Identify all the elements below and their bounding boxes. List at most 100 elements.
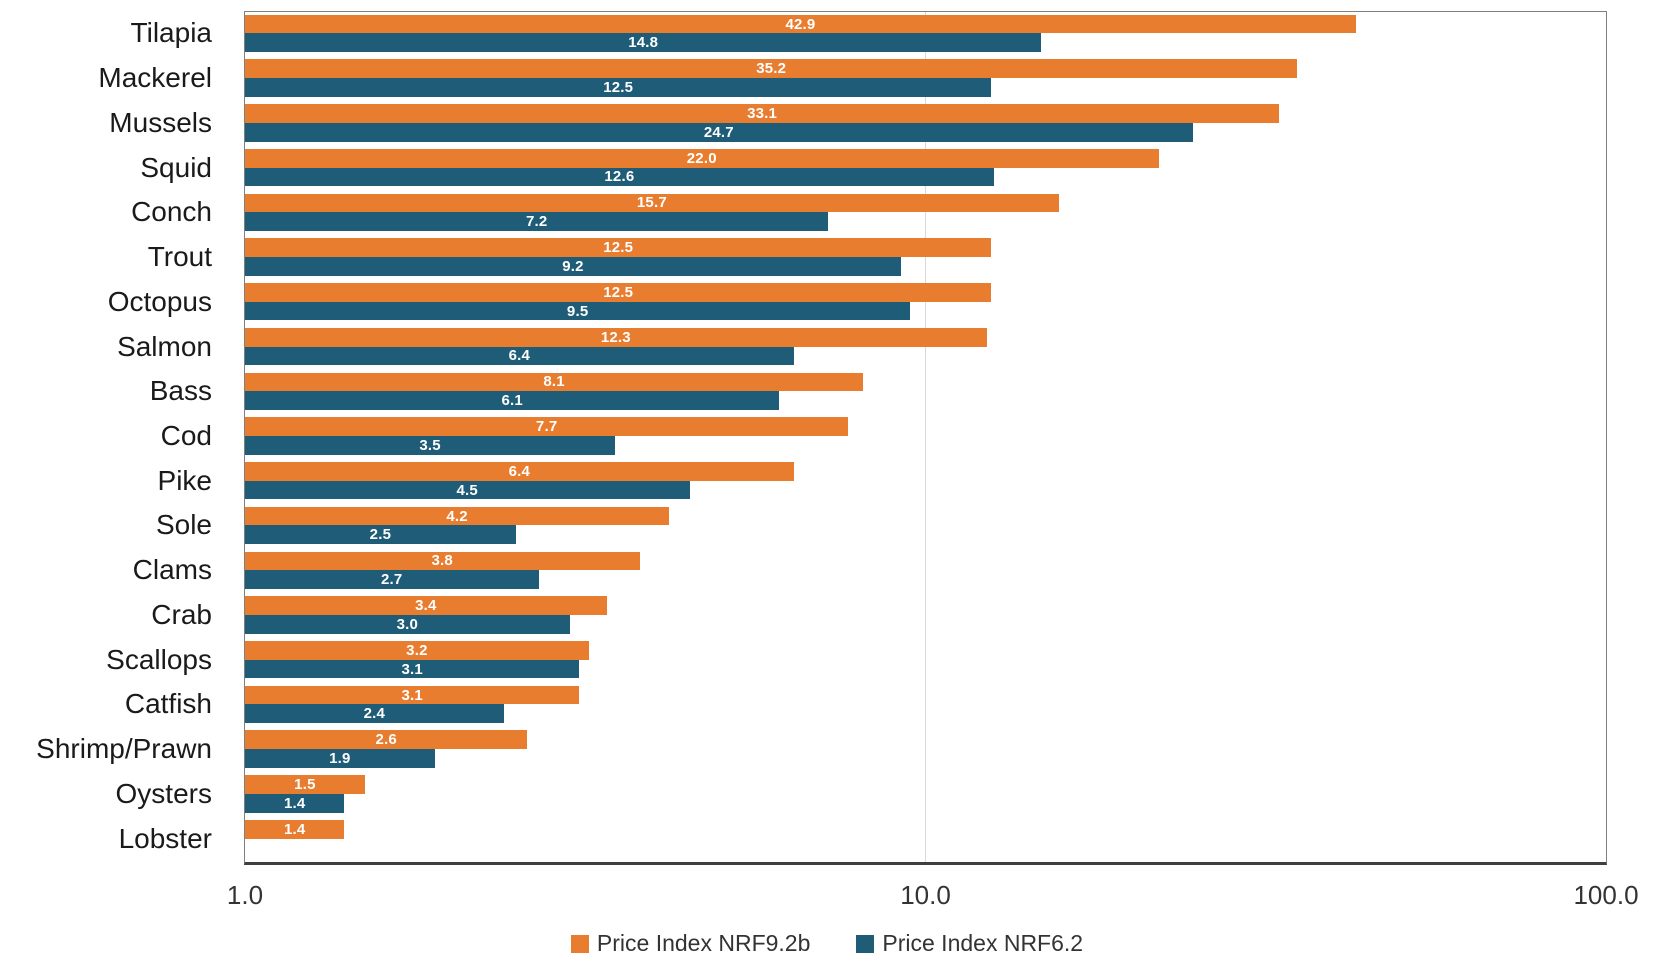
bar-nrf92b-cod: 7.7 bbox=[245, 417, 849, 436]
bar-nrf92b-trout: 12.5 bbox=[245, 238, 992, 258]
data-label: 3.5 bbox=[419, 436, 441, 454]
bar-nrf62-squid: 12.6 bbox=[245, 167, 994, 187]
bar-nrf92b-clams: 3.8 bbox=[245, 551, 640, 571]
bar-nrf62-salmon: 6.4 bbox=[245, 346, 794, 366]
data-label: 35.2 bbox=[756, 60, 787, 78]
data-label: 4.2 bbox=[446, 507, 468, 525]
category-label-octopus: Octopus bbox=[107, 285, 212, 317]
data-label: 2.7 bbox=[381, 571, 403, 589]
data-label: 2.5 bbox=[369, 526, 392, 544]
legend-item-nrf92b: Price Index NRF9.2b bbox=[570, 930, 811, 956]
data-label: 12.5 bbox=[603, 78, 634, 96]
bar-nrf62-conch: 7.2 bbox=[245, 212, 829, 231]
bar-nrf62-cod: 3.5 bbox=[245, 436, 616, 455]
category-label-mackerel: Mackerel bbox=[98, 62, 212, 94]
category-label-trout: Trout bbox=[147, 241, 212, 273]
x-tick-100: 100.0 bbox=[1573, 880, 1639, 910]
bar-nrf62-catfish: 2.4 bbox=[245, 704, 504, 724]
data-label: 12.6 bbox=[604, 168, 635, 186]
bar-nrf62-clams: 2.7 bbox=[245, 570, 539, 589]
data-label: 9.2 bbox=[562, 257, 584, 275]
data-label: 6.4 bbox=[508, 347, 531, 365]
bar-nrf92b-oysters: 1.5 bbox=[245, 775, 365, 794]
data-label: 7.7 bbox=[535, 418, 558, 436]
legend-item-nrf62: Price Index NRF6.2 bbox=[856, 932, 1083, 955]
legend: Price Index NRF9.2b Price Index NRF6.2 bbox=[0, 932, 1654, 955]
data-label: 42.9 bbox=[785, 15, 816, 33]
bar-nrf62-pike: 4.5 bbox=[245, 480, 690, 500]
data-label: 14.8 bbox=[628, 34, 659, 52]
data-label: 24.7 bbox=[703, 123, 734, 141]
bar-nrf62-mussels: 24.7 bbox=[245, 122, 1193, 142]
data-label: 1.4 bbox=[283, 794, 306, 812]
data-label: 15.7 bbox=[636, 194, 667, 212]
legend-label-nrf92b: Price Index NRF9.2b bbox=[596, 930, 811, 956]
bar-nrf92b-tilapia: 42.9 bbox=[245, 14, 1356, 34]
data-label: 9.5 bbox=[566, 302, 589, 320]
x-tick-1: 1.0 bbox=[226, 880, 264, 910]
category-label-clams: Clams bbox=[132, 554, 212, 586]
data-label: 1.4 bbox=[283, 820, 306, 838]
bar-nrf92b-shrimp-prawn: 2.6 bbox=[245, 730, 528, 750]
data-label: 6.4 bbox=[508, 462, 531, 480]
category-label-crab: Crab bbox=[151, 598, 212, 630]
category-label-bass: Bass bbox=[149, 375, 212, 407]
data-label: 2.4 bbox=[363, 705, 386, 723]
legend-swatch-teal bbox=[856, 934, 875, 953]
data-label: 12.3 bbox=[600, 328, 631, 346]
category-label-catfish: Catfish bbox=[124, 688, 212, 720]
bar-nrf92b-octopus: 12.5 bbox=[245, 283, 992, 302]
category-label-lobster: Lobster bbox=[118, 822, 212, 854]
category-label-sole: Sole bbox=[155, 509, 212, 541]
bar-nrf92b-sole: 4.2 bbox=[245, 506, 670, 526]
bar-nrf92b-salmon: 12.3 bbox=[245, 327, 987, 347]
data-label: 1.9 bbox=[329, 750, 351, 767]
category-label-scallops: Scallops bbox=[106, 643, 212, 675]
data-label: 3.1 bbox=[401, 686, 423, 704]
bar-nrf62-octopus: 9.5 bbox=[245, 301, 911, 321]
data-label: 3.4 bbox=[415, 597, 437, 615]
data-label: 3.8 bbox=[431, 552, 453, 570]
plot-inner: 42.9 14.8 35.2 12.5 33.1 24.7 22.0 12.6 15.7 7.2 1… bbox=[245, 12, 1606, 862]
data-label: 3.0 bbox=[396, 615, 419, 633]
plot-area: 42.9 14.8 35.2 12.5 33.1 24.7 22.0 12.6 15.7 7.2 1… bbox=[244, 11, 1607, 865]
bar-nrf62-oysters: 1.4 bbox=[245, 793, 345, 813]
legend-label-nrf62: Price Index NRF6.2 bbox=[882, 930, 1084, 956]
bar-nrf92b-mackerel: 35.2 bbox=[245, 59, 1298, 79]
data-label: 12.5 bbox=[603, 283, 634, 301]
bar-nrf92b-bass: 8.1 bbox=[245, 372, 864, 392]
bar-nrf92b-pike: 6.4 bbox=[245, 462, 794, 481]
category-label-shrimp-prawn: Shrimp/Prawn bbox=[36, 733, 212, 765]
bar-nrf92b-catfish: 3.1 bbox=[245, 685, 580, 705]
bar-nrf62-trout: 9.2 bbox=[245, 257, 901, 276]
bar-nrf92b-crab: 3.4 bbox=[245, 596, 607, 615]
category-label-tilapia: Tilapia bbox=[130, 17, 212, 49]
data-label: 3.2 bbox=[406, 641, 428, 659]
bar-nrf62-sole: 2.5 bbox=[245, 525, 516, 545]
data-label: 1.5 bbox=[294, 776, 316, 794]
bar-nrf62-mackerel: 12.5 bbox=[245, 78, 992, 97]
bar-nrf92b-mussels: 33.1 bbox=[245, 104, 1280, 123]
data-label: 6.1 bbox=[501, 392, 523, 410]
data-label: 8.1 bbox=[543, 373, 565, 391]
category-label-oysters: Oysters bbox=[115, 777, 212, 809]
legend-swatch-orange bbox=[570, 934, 589, 953]
x-tick-10: 10.0 bbox=[900, 880, 951, 910]
category-label-pike: Pike bbox=[157, 464, 212, 496]
category-label-conch: Conch bbox=[131, 196, 212, 228]
category-label-squid: Squid bbox=[140, 151, 212, 183]
data-label: 4.5 bbox=[456, 481, 478, 499]
bar-nrf62-bass: 6.1 bbox=[245, 391, 780, 410]
bar-nrf92b-squid: 22.0 bbox=[245, 148, 1159, 168]
bar-nrf62-crab: 3.0 bbox=[245, 614, 570, 634]
bar-nrf62-tilapia: 14.8 bbox=[245, 33, 1042, 53]
category-label-cod: Cod bbox=[160, 419, 212, 451]
bar-nrf92b-scallops: 3.2 bbox=[245, 640, 589, 660]
data-label: 7.2 bbox=[525, 213, 548, 231]
data-label: 33.1 bbox=[747, 104, 778, 122]
data-label: 12.5 bbox=[603, 239, 634, 257]
bar-nrf62-shrimp-prawn: 1.9 bbox=[245, 749, 435, 768]
bar-nrf92b-conch: 15.7 bbox=[245, 193, 1059, 213]
gridline-10 bbox=[925, 12, 926, 862]
